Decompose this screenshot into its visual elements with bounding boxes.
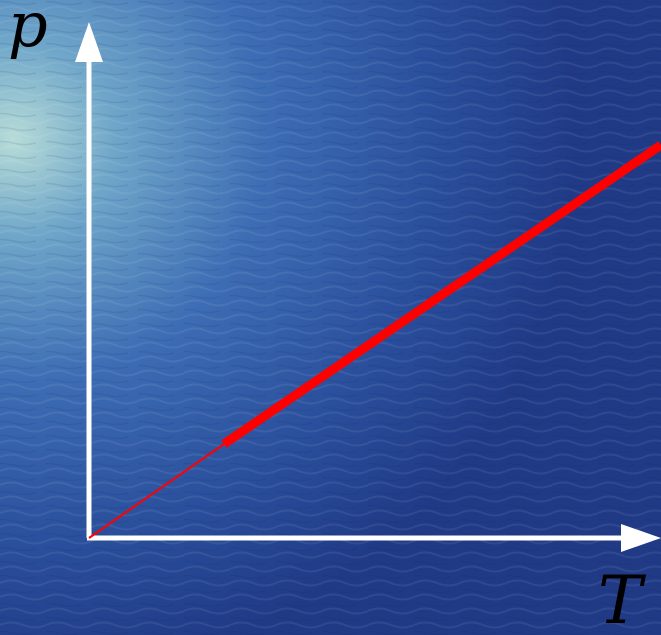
- y-axis-label: p: [8, 0, 48, 61]
- extrapolated-line: [88, 443, 225, 539]
- x-axis-arrowhead: [621, 524, 661, 552]
- y-axis-arrowhead: [75, 22, 103, 62]
- measured-line: [221, 141, 661, 448]
- x-axis-label: T: [598, 562, 643, 635]
